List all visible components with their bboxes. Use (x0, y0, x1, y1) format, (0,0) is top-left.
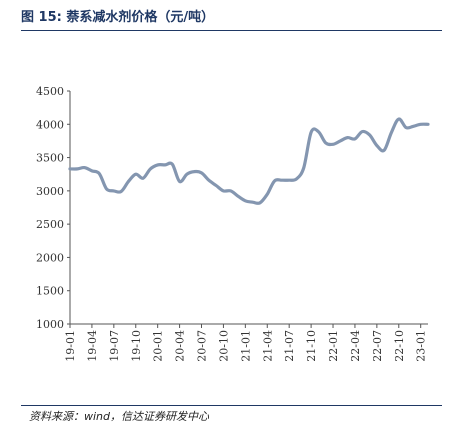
footer-divider (21, 405, 442, 406)
x-tick-label: 20-04 (174, 330, 187, 362)
chart-series (68, 117, 430, 205)
y-tick-labels: 1000 1500 2000 2500 3000 3500 4000 4500 (36, 85, 64, 331)
x-tick-label: 22-07 (371, 330, 384, 362)
price-series-line (68, 117, 430, 205)
chart-axes (67, 90, 428, 328)
x-tick-label: 21-07 (283, 330, 296, 362)
x-tick-label: 20-07 (196, 330, 209, 362)
x-tick-label: 19-01 (64, 330, 77, 362)
x-tick-label: 19-10 (130, 330, 143, 362)
y-tick-label: 1000 (36, 318, 64, 331)
y-tick-label: 4500 (36, 85, 64, 98)
x-tick-label: 22-10 (393, 330, 406, 362)
x-tick-labels: 19-01 19-04 19-07 19-10 20-01 20-04 20-07 20-10… (64, 330, 428, 362)
source-note: 资料来源：wind，信达证券研发中心 (29, 410, 210, 423)
y-tick-label: 3500 (36, 152, 64, 165)
x-tick-label: 21-01 (239, 330, 252, 362)
y-tick-label: 2000 (36, 251, 64, 264)
title-divider (21, 30, 442, 31)
x-tick-label: 19-07 (108, 330, 121, 362)
y-tick-label: 1500 (36, 285, 64, 298)
x-tick-label: 22-01 (327, 330, 340, 362)
x-tick-label: 23-01 (415, 330, 428, 362)
x-tick-label: 20-10 (217, 330, 230, 362)
figure-title: 图 15: 萘系减水剂价格（元/吨） (21, 10, 215, 25)
x-tick-label: 21-10 (305, 330, 318, 362)
x-tick-label: 21-04 (261, 330, 274, 362)
y-tick-label: 4000 (36, 118, 64, 131)
x-tick-label: 19-04 (86, 330, 99, 362)
x-tick-label: 20-01 (152, 330, 165, 362)
x-tick-label: 22-04 (349, 330, 362, 362)
y-tick-label: 2500 (36, 218, 64, 231)
y-tick-label: 3000 (36, 185, 64, 198)
